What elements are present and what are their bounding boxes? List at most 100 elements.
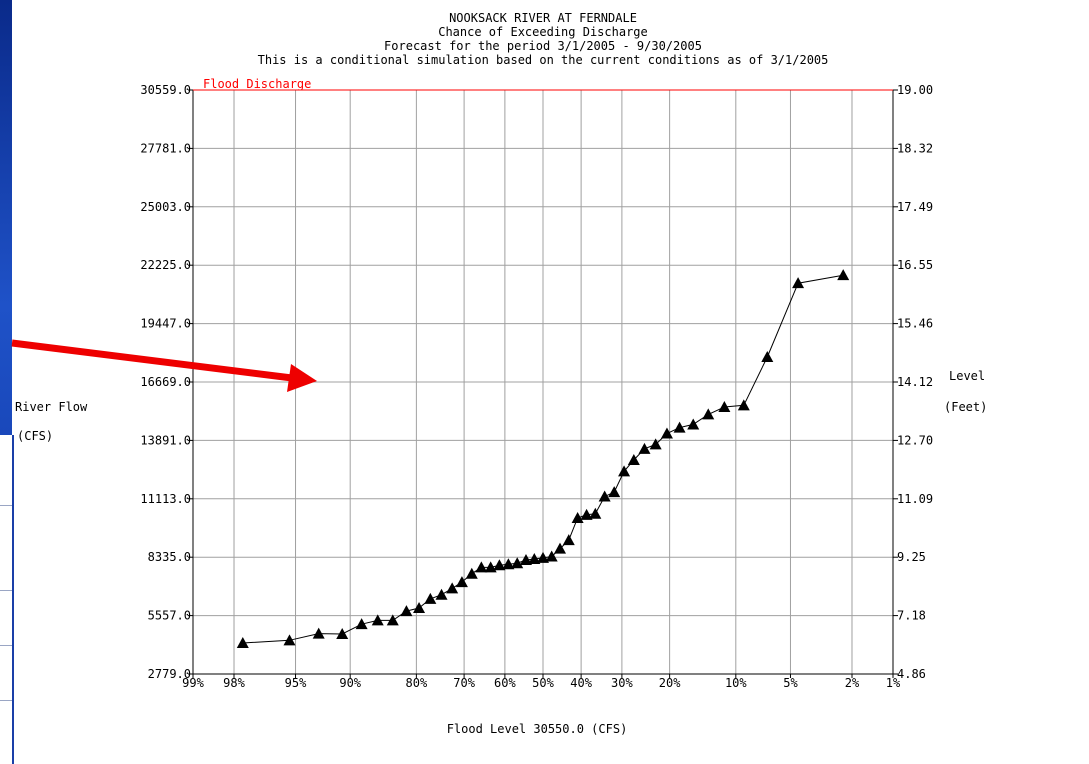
data-point-marker [792, 277, 805, 289]
data-point-marker [537, 551, 549, 563]
y2-tick-label: 15.46 [897, 317, 933, 331]
data-point-marker [236, 636, 249, 648]
data-point-marker [528, 552, 541, 564]
x-tick-label: 80% [406, 676, 428, 690]
y-axis-right-ticks: 19.00 18.32 17.49 16.55 15.46 14.12 12.70 11.09… [893, 83, 933, 681]
data-point-marker [312, 627, 325, 639]
data-point-marker [424, 592, 437, 604]
y2-tick-label: 16.55 [897, 258, 933, 272]
y-tick-label: 11113.0 [140, 492, 191, 506]
y2-tick-label: 7.18 [897, 609, 926, 623]
flood-discharge-label: Flood Discharge [203, 77, 311, 91]
data-point-marker [475, 561, 488, 573]
exceedance-series [236, 269, 850, 648]
data-point-marker [718, 400, 731, 412]
data-point-marker [465, 567, 478, 579]
y2-tick-label: 4.86 [897, 667, 926, 681]
data-point-marker [371, 614, 384, 626]
y-tick-label: 27781.0 [140, 141, 191, 155]
x-tick-label: 98% [223, 676, 245, 690]
x-axis-label: Flood Level 30550.0 (CFS) [447, 722, 628, 736]
arrow-shaft [11, 339, 293, 382]
x-tick-label: 60% [494, 676, 516, 690]
chart-title-line-4: This is a conditional simulation based o… [258, 53, 829, 67]
y2-tick-label: 12.70 [897, 433, 933, 447]
y2-axis-label-line-1: Level [949, 369, 985, 383]
data-point-marker [687, 418, 700, 430]
data-point-marker [545, 550, 558, 562]
chart-title-line-2: Chance of Exceeding Discharge [438, 25, 648, 39]
annotation-arrow [11, 339, 317, 392]
data-point-marker [511, 557, 524, 569]
slide-left-partial-panel [0, 435, 14, 764]
y2-tick-label: 19.00 [897, 83, 933, 97]
data-point-marker [618, 465, 631, 477]
y-tick-label: 5557.0 [148, 609, 191, 623]
y2-tick-label: 11.09 [897, 492, 933, 506]
data-point-marker [283, 634, 296, 646]
y-axis-label-line-1: River Flow [15, 400, 88, 414]
y-tick-label: 19447.0 [140, 317, 191, 331]
y-tick-label: 8335.0 [148, 550, 191, 564]
data-point-marker [649, 438, 662, 450]
x-tick-label: 70% [453, 676, 475, 690]
y-tick-label: 2779.0 [148, 667, 191, 681]
y2-tick-label: 14.12 [897, 375, 933, 389]
data-point-marker [554, 542, 567, 554]
data-point-marker [589, 507, 602, 519]
arrow-head [287, 364, 317, 392]
data-point-marker [673, 421, 686, 433]
data-point-marker [580, 508, 593, 520]
chart-title-line-1: NOOKSACK RIVER AT FERNDALE [449, 11, 637, 25]
data-point-marker [562, 534, 575, 546]
data-point-marker [502, 558, 515, 570]
y-tick-label: 30559.0 [140, 83, 191, 97]
data-point-marker [484, 561, 497, 573]
x-tick-label: 10% [725, 676, 747, 690]
x-tick-label: 2% [845, 676, 860, 690]
data-point-marker [446, 582, 459, 594]
data-point-marker [638, 442, 651, 454]
data-point-marker [608, 486, 621, 498]
data-point-marker [571, 511, 584, 523]
x-tick-label: 95% [285, 676, 307, 690]
data-point-marker [355, 618, 368, 630]
y-axis-label-line-2: (CFS) [17, 429, 53, 443]
y2-axis-label-line-2: (Feet) [944, 400, 987, 414]
data-point-marker [660, 427, 673, 439]
data-point-marker [702, 408, 715, 420]
x-tick-label: 50% [532, 676, 554, 690]
chart-title-block: NOOKSACK RIVER AT FERNDALE Chance of Exc… [258, 11, 829, 67]
x-tick-label: 40% [570, 676, 592, 690]
x-axis-ticks: 99% 98% 95% 90% 80% 70% 60% 50% 40% 30% 20% 10% 5% 2%… [182, 674, 901, 690]
data-point-marker [519, 554, 532, 566]
x-tick-label: 99% [182, 676, 204, 690]
x-tick-label: 20% [659, 676, 681, 690]
chart-title-line-3: Forecast for the period 3/1/2005 - 9/30/… [384, 39, 702, 53]
x-tick-label: 90% [339, 676, 361, 690]
y2-tick-label: 9.25 [897, 550, 926, 564]
y-tick-label: 22225.0 [140, 258, 191, 272]
y2-tick-label: 18.32 [897, 141, 933, 155]
y-tick-label: 25003.0 [140, 200, 191, 214]
data-point-marker [413, 601, 426, 613]
data-point-marker [627, 453, 640, 465]
y-tick-label: 13891.0 [140, 433, 191, 447]
y-axis-left-ticks: 30559.0 27781.0 25003.0 22225.0 19447.0 16669… [140, 83, 193, 681]
data-point-marker [598, 490, 611, 502]
x-tick-label: 1% [886, 676, 901, 690]
data-point-marker [435, 588, 448, 600]
x-tick-label: 5% [783, 676, 798, 690]
data-point-marker [737, 399, 750, 411]
y-tick-label: 16669.0 [140, 375, 191, 389]
data-point-marker [493, 559, 506, 571]
data-point-marker [455, 576, 468, 588]
data-point-marker [400, 605, 413, 617]
data-point-marker [761, 350, 774, 362]
y2-tick-label: 17.49 [897, 200, 933, 214]
data-point-marker [837, 269, 850, 281]
data-point-marker [386, 614, 399, 626]
data-point-marker [336, 628, 349, 640]
x-tick-label: 30% [611, 676, 633, 690]
